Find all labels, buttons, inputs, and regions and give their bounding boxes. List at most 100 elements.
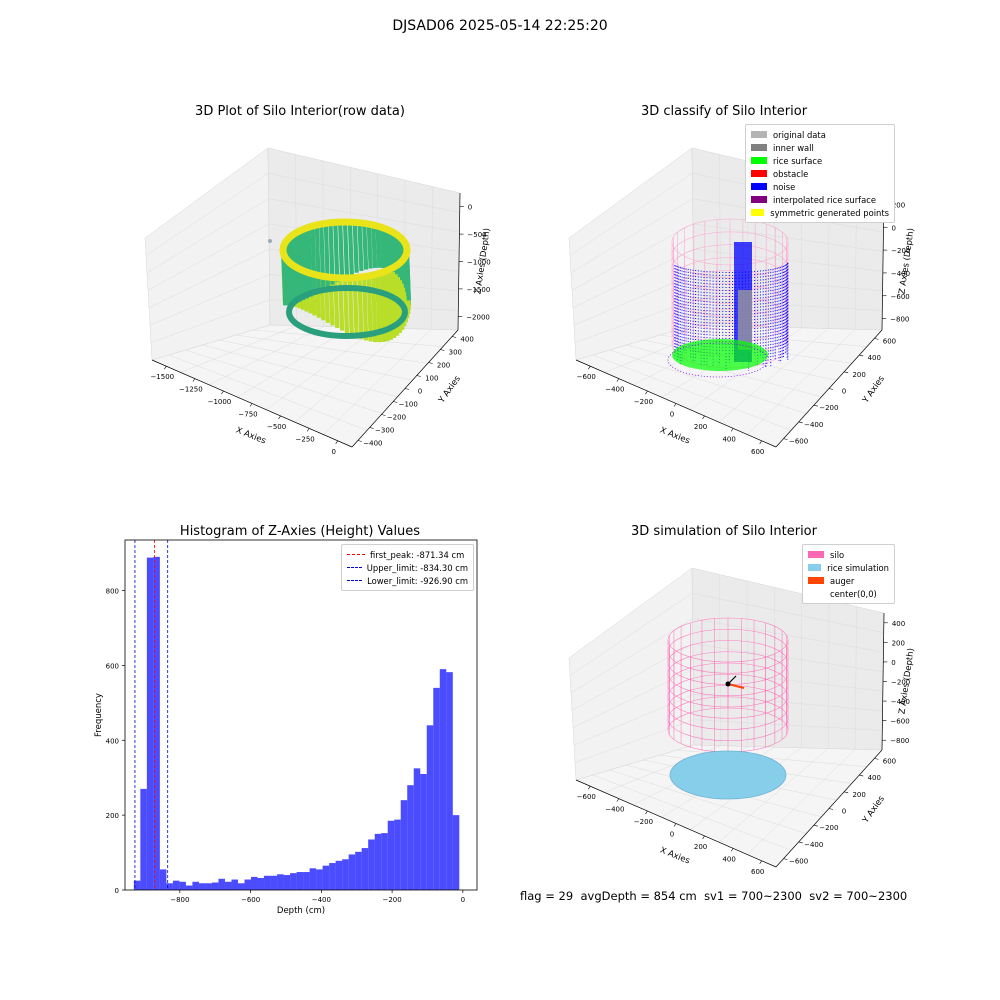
legend-label: Lower_limit: -926.90 cm — [367, 576, 468, 586]
flag-text: flag = 29 — [520, 889, 573, 903]
panel1-point-column — [321, 224, 323, 290]
legend-swatch — [808, 577, 824, 584]
panel4-x-axis-label: X Axies — [658, 845, 691, 866]
panel4-x-tick-label: 400 — [722, 855, 735, 863]
histogram-bar — [329, 863, 336, 890]
panel4-y-tick — [799, 842, 803, 843]
histogram-bar — [277, 874, 284, 890]
panel1-y-tick-label: 100 — [425, 375, 438, 383]
panel4-z-tick-label: 0 — [891, 659, 895, 667]
panel2-y-tick-label: −600 — [789, 438, 808, 446]
histogram-bar — [264, 876, 271, 890]
legend-label: first_peak: -871.34 cm — [370, 550, 464, 560]
panel1-x-tick — [250, 404, 252, 407]
panel1-point-column — [335, 222, 337, 282]
panel1-y-tick-label: −300 — [375, 427, 394, 435]
panel1-y-tick — [381, 415, 385, 416]
histogram-bar — [453, 815, 460, 890]
panel4-x-tick — [703, 836, 705, 839]
panel1-y-tick-label: 300 — [449, 349, 462, 357]
legend-label: symmetric generated points — [770, 208, 889, 218]
histogram-bar — [225, 882, 232, 890]
legend-item-noise: noise — [751, 180, 889, 193]
legend-label: rice simulation — [827, 563, 889, 573]
legend-line — [347, 580, 362, 581]
panel1-point-column — [309, 227, 311, 296]
panel2-x-tick — [760, 441, 762, 444]
panel1-point-column — [364, 223, 366, 269]
legend-item-auger: auger — [808, 574, 889, 587]
histogram-bar — [420, 774, 427, 890]
histogram-bar — [316, 869, 323, 890]
panel1-y-tick — [452, 337, 456, 338]
histogram-bar — [231, 880, 238, 890]
legend-label: noise — [773, 182, 795, 192]
panel1-x-tick-label: −1250 — [179, 386, 203, 394]
legend-item-obstacle: obstacle — [751, 167, 889, 180]
panel1-point-column — [359, 223, 361, 271]
legend-swatch — [751, 209, 764, 216]
panel2-x-tick-label: 600 — [751, 448, 764, 456]
panel2-z-tick-label: −800 — [890, 316, 909, 324]
panel2-x-tick-label: −200 — [634, 398, 653, 406]
panel2-y-tick-label: 400 — [868, 354, 881, 362]
histogram-bar — [245, 880, 252, 890]
sv2-text: sv2 = 700~2300 — [809, 889, 907, 903]
panel2-x-tick — [674, 404, 676, 407]
panel1-outlier-point — [268, 239, 272, 243]
legend-swatch — [808, 590, 824, 597]
panel4-x-tick-label: 600 — [751, 868, 764, 876]
panel2-x-tick — [731, 428, 733, 431]
panel1-x-tick — [279, 416, 281, 419]
legend-item-symmetric-generated-points: symmetric generated points — [751, 206, 889, 219]
histogram-x-axis-label: Depth (cm) — [277, 906, 325, 916]
histogram-x-tick-label: −400 — [312, 896, 331, 904]
panel4-x-tick — [674, 824, 676, 827]
panel2-legend: original data inner wall rice surface ob… — [745, 124, 895, 223]
histogram-bar — [368, 839, 375, 890]
sv1-text: sv1 = 700~2300 — [704, 889, 802, 903]
panel1-point-column — [301, 230, 303, 300]
histogram-bar — [192, 882, 199, 890]
panel1-point-column — [305, 229, 307, 299]
panel2-x-tick — [703, 416, 705, 419]
legend-line — [347, 554, 365, 555]
histogram-bars — [134, 557, 459, 890]
panel2-x-tick-label: −600 — [577, 373, 596, 381]
panel1-x-tick-label: 0 — [331, 448, 335, 456]
panel4-x-tick-label: 0 — [670, 831, 674, 839]
panel1-z-tick-label: −2000 — [466, 313, 490, 321]
histogram-y-tick-label: 400 — [106, 737, 119, 745]
panel4-y-tick — [874, 758, 878, 759]
panel1-x-tick — [221, 391, 223, 394]
panel2-x-tick-label: 400 — [722, 435, 735, 443]
panel2-y-tick-label: −400 — [804, 421, 823, 429]
panel1-x-tick — [164, 366, 166, 369]
panel4-z-tick-label: 200 — [892, 639, 905, 647]
histogram-bar — [303, 872, 310, 890]
panel4-z-tick-label: −800 — [890, 737, 909, 745]
panel1-x-tick-label: −1000 — [208, 398, 232, 406]
legend-swatch — [751, 170, 767, 177]
histogram-bar — [381, 833, 388, 890]
panel2-x-tick — [617, 379, 619, 382]
panel4-y-tick-label: −200 — [819, 824, 838, 832]
panel1-y-tick-label: −100 — [399, 401, 418, 409]
legend-swatch — [808, 564, 821, 571]
histogram-bar — [218, 879, 225, 890]
panel4-x-tick-label: −400 — [605, 806, 624, 814]
panel2-y-tick — [859, 355, 863, 356]
panel2-y-tick — [784, 439, 788, 440]
panel1-y-tick — [393, 402, 397, 403]
legend-label: silo — [830, 550, 844, 560]
histogram-bar — [362, 848, 369, 890]
panel4-x-tick — [731, 848, 733, 851]
histogram-bar — [323, 866, 330, 890]
histogram-bar — [414, 768, 421, 890]
histogram-y-tick-label: 200 — [106, 812, 119, 820]
legend-item-original-data: original data — [751, 128, 889, 141]
panel4-z-tick-label: 400 — [892, 620, 905, 628]
panel2-y-tick — [814, 405, 818, 406]
panel1-y-tick — [429, 363, 433, 364]
panel4-pane-left — [569, 568, 694, 780]
